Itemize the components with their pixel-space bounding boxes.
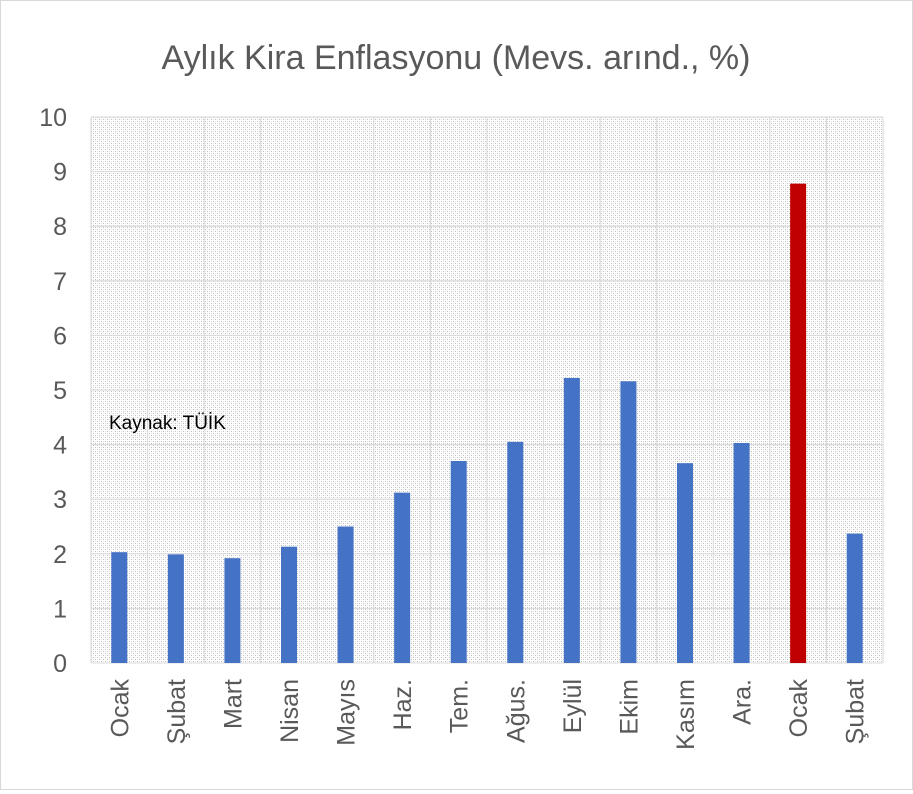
y-axis: 0 1 2 3 4 5 6 7 8 9 10 [39, 104, 67, 678]
bar-2 [167, 554, 184, 663]
x-tick-label: Mart [219, 679, 247, 729]
bar-10 [620, 381, 637, 663]
bar-11 [677, 463, 693, 663]
y-tick-label: 4 [53, 432, 67, 460]
x-tick-label: Ekim [615, 679, 643, 735]
x-tick-label: Eylül [559, 679, 587, 733]
gridlines [90, 116, 884, 664]
bar-8 [507, 441, 524, 663]
y-tick-label: 7 [53, 268, 67, 296]
chart-title: Aylık Kira Enflasyonu (Mevs. arınd., %) [162, 39, 751, 77]
bar-5 [337, 526, 354, 663]
x-axis: Ocak Şubat Mart Nisan Mayıs Haz. Tem. Ağus. Eylü… [106, 679, 869, 750]
bar-9 [563, 377, 580, 663]
x-tick-label: Kasım [672, 679, 700, 750]
y-tick-label: 6 [53, 322, 67, 350]
source-annotation: Kaynak: TÜİK [109, 413, 226, 434]
bar-14 [846, 533, 863, 663]
bar-13 [790, 183, 807, 663]
bar-4 [281, 546, 297, 663]
y-tick-label: 10 [39, 104, 67, 132]
x-tick-label: Şubat [842, 679, 870, 744]
x-tick-label: Ara. [729, 679, 757, 725]
x-tick-label: Ocak [106, 679, 134, 738]
x-tick-label: Şubat [163, 679, 191, 744]
x-tick-label: Ocak [785, 679, 813, 738]
bar-1 [111, 552, 128, 663]
x-tick-label: Ağus. [502, 679, 530, 743]
bar-12 [733, 442, 750, 663]
bar-6 [394, 492, 411, 663]
y-tick-label: 9 [53, 159, 67, 187]
y-tick-label: 5 [53, 377, 67, 405]
y-tick-label: 2 [53, 541, 67, 569]
y-tick-label: 3 [53, 486, 67, 514]
y-tick-label: 0 [53, 650, 67, 678]
bar-7 [450, 460, 467, 663]
x-tick-label: Haz. [389, 679, 417, 730]
y-tick-label: 8 [53, 213, 67, 241]
bars [111, 183, 863, 663]
y-tick-label: 1 [53, 595, 67, 623]
bar-3 [224, 558, 241, 663]
x-tick-label: Tem. [446, 679, 474, 733]
x-tick-label: Nisan [276, 679, 304, 743]
x-tick-label: Mayıs [333, 679, 361, 746]
